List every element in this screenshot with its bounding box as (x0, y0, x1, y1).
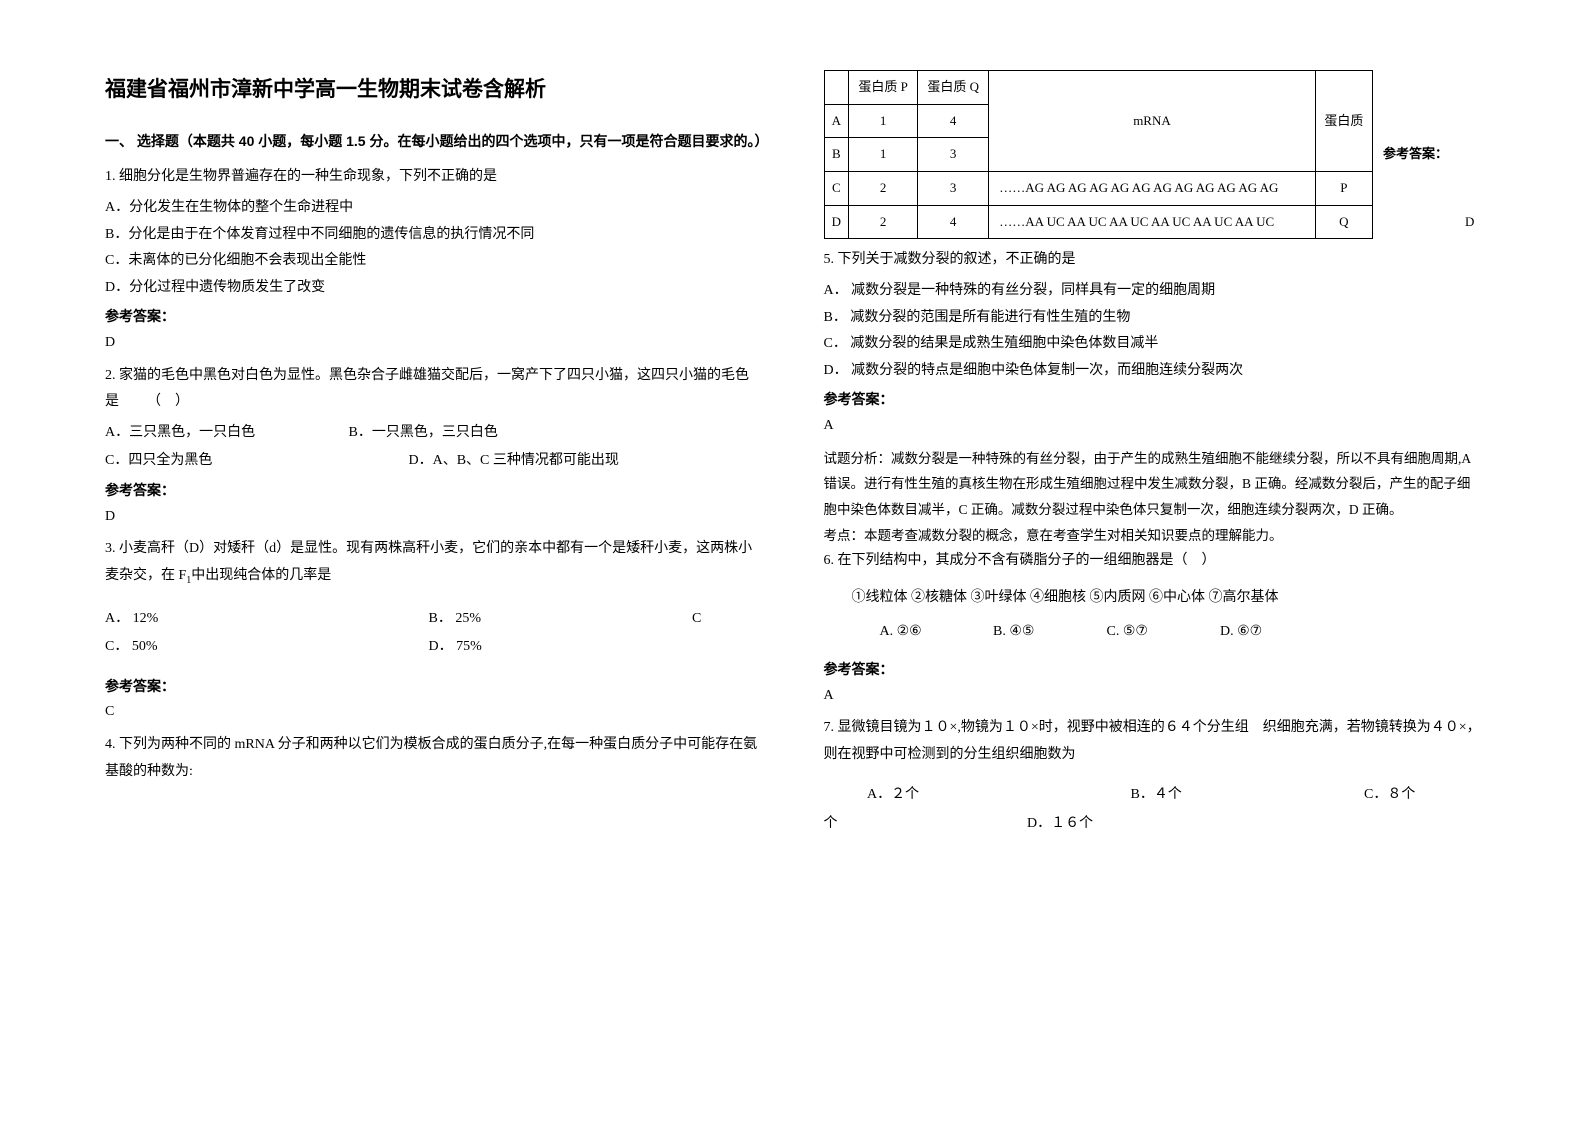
q6-optA: A. ②⑥ (852, 619, 962, 646)
q3-optA: A． 12% (105, 606, 425, 633)
th-protein-p: 蛋白质 P (849, 71, 918, 105)
q2-optC: C．四只全为黑色 (105, 448, 405, 475)
q6-items: ①线粒体 ②核糖体 ③叶绿体 ④细胞核 ⑤内质网 ⑥中心体 ⑦高尔基体 (824, 585, 1483, 612)
q3-optB: B． 25% (429, 606, 689, 633)
q2-opts-row1: A．三只黑色，一只白色 B．一只黑色，三只白色 (105, 420, 764, 447)
q4-answer: D (1458, 205, 1482, 239)
q1-answer: D (105, 330, 764, 357)
q5-optB: B． 减数分裂的范围是所有能进行有性生殖的生物 (824, 305, 1483, 332)
rD-1: 2 (849, 205, 918, 239)
q5-analysis: 试题分析：减数分裂是一种特殊的有丝分裂，由于产生的成熟生殖细胞不能继续分裂，所以… (824, 446, 1483, 523)
seq1: ……AG AG AG AG AG AG AG AG AG AG AG AG (989, 172, 1315, 206)
answer-label: 参考答案： (105, 303, 764, 330)
q1-optA: A．分化发生在生物体的整个生命进程中 (105, 195, 764, 222)
q5-optC: C． 减数分裂的结果是成熟生殖细胞中染色体数目减半 (824, 331, 1483, 358)
q5-optD: D． 减数分裂的特点是细胞中染色体复制一次，而细胞连续分裂两次 (824, 358, 1483, 385)
q7-optB: B．４个 (1131, 782, 1361, 809)
q3-optC-prefix: C (692, 606, 701, 633)
q5-answer: A (824, 413, 1483, 440)
answer-label-side: 参考答案： (1372, 71, 1457, 239)
q7-optD: D．１６个 (1027, 811, 1093, 838)
rC-0: C (824, 172, 849, 206)
q2-optD: D．A、B、C 三种情况都可能出现 (409, 448, 649, 475)
cell-P: P (1315, 172, 1372, 206)
page-title: 福建省福州市漳新中学高一生物期末试卷含解析 (105, 70, 764, 110)
rB-0: B (824, 138, 849, 172)
q2-stem: 2. 家猫的毛色中黑色对白色为显性。黑色杂合子雌雄猫交配后，一窝产下了四只小猫，… (105, 363, 764, 416)
q5-optA: A． 减数分裂是一种特殊的有丝分裂，同样具有一定的细胞周期 (824, 278, 1483, 305)
rA-0: A (824, 104, 849, 138)
q7-opts-row2: 个 D．１６个 (824, 811, 1483, 838)
q5-stem: 5. 下列关于减数分裂的叙述，不正确的是 (824, 247, 1483, 274)
q5-point: 考点：本题考查减数分裂的概念，意在考查学生对相关知识要点的理解能力。 (824, 523, 1483, 549)
q2-answer: D (105, 504, 764, 531)
answer-label: 参考答案： (105, 673, 764, 700)
cell-Q: Q (1315, 205, 1372, 239)
q6-optC: C. ⑤⑦ (1079, 619, 1189, 646)
q7-optC-suffix: 个 (824, 811, 1024, 838)
answer-label: 参考答案： (824, 386, 1483, 413)
q7-stem: 7. 显微镜目镜为１０×,物镜为１０×时，视野中被相连的６４个分生组 织细胞充满… (824, 715, 1483, 768)
rD-2: 4 (918, 205, 989, 239)
q1-optD: D．分化过程中遗传物质发生了改变 (105, 275, 764, 302)
q7-optC: C．８个 (1364, 782, 1415, 809)
q2-opts-row2: C．四只全为黑色 D．A、B、C 三种情况都可能出现 (105, 448, 764, 475)
rA-2: 4 (918, 104, 989, 138)
answer-label: 参考答案： (824, 656, 1483, 683)
q2-optB: B．一只黑色，三只白色 (349, 420, 589, 447)
q4-stem: 4. 下列为两种不同的 mRNA 分子和两种以它们为模板合成的蛋白质分子,在每一… (105, 732, 764, 785)
q7-optA: A．２个 (867, 782, 1127, 809)
col-protein: 蛋白质 (1315, 71, 1372, 172)
q1-optB: B．分化是由于在个体发育过程中不同细胞的遗传信息的执行情况不同 (105, 222, 764, 249)
blank-cell (824, 71, 849, 105)
q6-optD: D. ⑥⑦ (1192, 619, 1262, 646)
rC-1: 2 (849, 172, 918, 206)
th-protein-q: 蛋白质 Q (918, 71, 989, 105)
rB-1: 1 (849, 138, 918, 172)
q3-answer: C (105, 699, 764, 726)
q1-optC: C．未离体的已分化细胞不会表现出全能性 (105, 248, 764, 275)
q6-stem: 6. 在下列结构中，其成分不含有磷脂分子的一组细胞器是（ ） (824, 548, 1483, 575)
q4-table: 蛋白质 P 蛋白质 Q mRNA 蛋白质 参考答案： A 1 4 B 1 3 C… (824, 70, 1483, 239)
q3-stem-b: 中出现纯合体的几率是 (191, 568, 331, 583)
q7-opts-row1: A．２个 B．４个 C．８个 (824, 782, 1483, 809)
rC-2: 3 (918, 172, 989, 206)
seq2: ……AA UC AA UC AA UC AA UC AA UC AA UC (989, 205, 1315, 239)
section-header: 一、 选择题（本题共 40 小题，每小题 1.5 分。在每小题给出的四个选项中，… (105, 128, 764, 155)
answer-label: 参考答案： (105, 477, 764, 504)
q2-optA: A．三只黑色，一只白色 (105, 420, 345, 447)
q1-stem: 1. 细胞分化是生物界普遍存在的一种生命现象，下列不正确的是 (105, 164, 764, 191)
q3-opts: A． 12% B． 25% C (105, 606, 764, 633)
q6-optB: B. ④⑤ (965, 619, 1075, 646)
q6-opts: A. ②⑥ B. ④⑤ C. ⑤⑦ D. ⑥⑦ (824, 619, 1483, 646)
rD-0: D (824, 205, 849, 239)
q3-optD: D． 75% (429, 634, 482, 661)
rB-2: 3 (918, 138, 989, 172)
q3-stem: 3. 小麦高秆（D）对矮秆（d）是显性。现有两株高秆小麦，它们的亲本中都有一个是… (105, 536, 764, 589)
q3-opts2: C． 50% D． 75% (105, 634, 764, 661)
q6-answer: A (824, 683, 1483, 710)
rA-1: 1 (849, 104, 918, 138)
mrna-label: mRNA (989, 71, 1315, 172)
q3-optC: C． 50% (105, 634, 425, 661)
